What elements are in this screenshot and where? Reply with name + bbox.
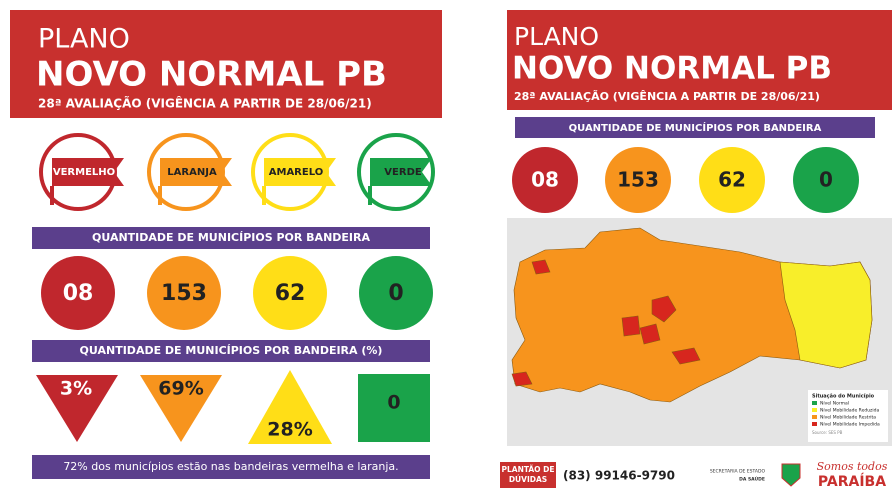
coat-of-arms — [781, 463, 801, 487]
count-circle — [605, 147, 671, 213]
header-subtitle: 28ª AVALIAÇÃO (VIGÊNCIA A PARTIR DE 28/0… — [514, 90, 820, 103]
count: 153 — [617, 168, 659, 192]
legend-item: Nível Normal — [820, 400, 849, 407]
flag-ring — [147, 133, 225, 211]
flag — [52, 158, 124, 186]
percent-shape — [358, 374, 430, 442]
header-subtitle: 28ª AVALIAÇÃO (VIGÊNCIA A PARTIR DE 28/0… — [38, 96, 372, 111]
flag-label: LARANJA — [167, 167, 217, 178]
flag — [264, 158, 336, 186]
percent-shape — [248, 370, 332, 444]
header-plano: PLANO — [514, 22, 599, 51]
count-circle — [512, 147, 578, 213]
map-red — [531, 259, 551, 275]
count-circle — [41, 256, 115, 330]
count: 08 — [63, 281, 94, 306]
flag-ring — [357, 133, 435, 211]
flag-label: AMARELO — [269, 167, 323, 178]
section-title: QUANTIDADE DE MUNICÍPIOS POR BANDEIRA — [569, 121, 822, 134]
header-bg — [10, 10, 442, 118]
section-band — [32, 227, 430, 249]
map-red — [511, 371, 533, 387]
phone: (83) 99146-9790 — [563, 469, 675, 483]
legend-item: Nível Mobilidade Reduzida — [820, 407, 880, 414]
secretaria: SECRETARIA DE ESTADO — [710, 469, 766, 475]
percent-shape — [140, 375, 222, 442]
count-circle — [147, 256, 221, 330]
flag-ring — [39, 133, 117, 211]
header-title: NOVO NORMAL PB — [36, 55, 387, 95]
count-circle — [699, 147, 765, 213]
legend-title: Situação do Município — [812, 393, 875, 400]
count: 08 — [531, 168, 559, 192]
legend-swatch — [812, 422, 817, 426]
count-circle — [359, 256, 433, 330]
map-red — [621, 315, 641, 337]
percent: 69% — [158, 378, 203, 400]
flag — [370, 158, 432, 186]
secretaria: DA SAÚDE — [739, 476, 765, 483]
footer-band — [32, 455, 430, 479]
map-yellow — [779, 261, 873, 369]
legend-item: Nível Mobilidade Restrita — [820, 414, 876, 421]
legend-swatch — [812, 401, 817, 405]
percent: 28% — [267, 419, 312, 441]
flags: VERMELHO LARANJA AMARELO VERDE — [39, 133, 435, 211]
slogan: Somos todos — [817, 460, 888, 473]
flag-label: VERMELHO — [53, 167, 115, 178]
state: PARAÍBA — [818, 473, 886, 490]
percent-shape — [36, 375, 118, 442]
percent: 3% — [60, 378, 92, 400]
section-title: QUANTIDADE DE MUNICÍPIOS POR BANDEIRA (%… — [80, 344, 383, 357]
legend-swatch — [812, 415, 817, 419]
map-red — [651, 295, 677, 323]
map-red — [671, 347, 701, 365]
map-red — [639, 323, 661, 345]
plantao-text: PLANTÃO DE — [501, 465, 554, 474]
legend-box — [808, 390, 888, 442]
header-bg — [507, 10, 892, 110]
plantao-box — [500, 462, 556, 488]
flag-label: VERDE — [384, 167, 422, 178]
section-band — [515, 117, 875, 138]
flag-ring — [251, 133, 329, 211]
count: 0 — [388, 281, 403, 306]
legend-source: Source: SES PB — [812, 430, 843, 435]
percent: 0 — [387, 392, 400, 414]
plantao-text: DÚVIDAS — [509, 475, 547, 484]
section-band — [32, 340, 430, 362]
flag — [160, 158, 232, 186]
header-title: NOVO NORMAL PB — [512, 51, 832, 87]
legend-swatch — [812, 408, 817, 412]
section-title: QUANTIDADE DE MUNICÍPIOS POR BANDEIRA — [92, 231, 370, 244]
count-circle — [253, 256, 327, 330]
legend-item: Nível Mobilidade Impedida — [820, 421, 880, 428]
map — [511, 227, 873, 403]
count: 62 — [718, 168, 746, 192]
count: 0 — [819, 168, 833, 192]
footer-note: 72% dos municípios estão nas bandeiras v… — [63, 460, 398, 473]
count: 62 — [275, 281, 306, 306]
header-plano: PLANO — [38, 24, 130, 55]
count-circle — [793, 147, 859, 213]
count: 153 — [161, 281, 207, 306]
